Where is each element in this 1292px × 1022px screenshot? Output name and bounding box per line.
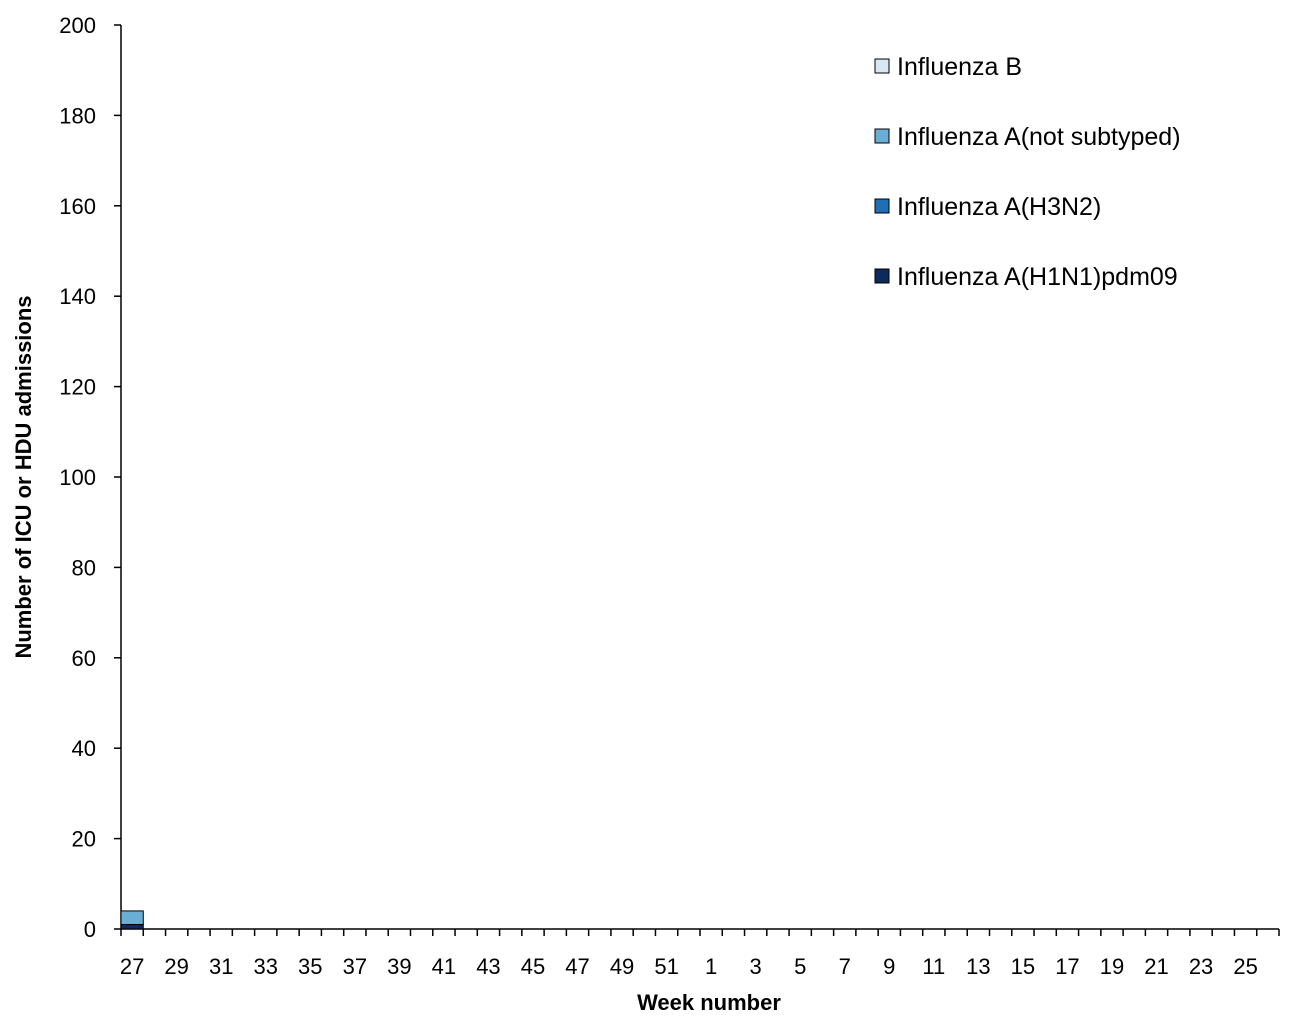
x-axis: 27 29 31 33 35 37 39 41 43 45 47 49 51 1 3 5 7 9 11 13 15 17 1… (120, 928, 1280, 979)
x-tick-label: 43 (476, 954, 500, 979)
legend-label: Influenza A(H1N1)pdm09 (897, 263, 1178, 291)
x-tick-label: 49 (610, 954, 634, 979)
y-axis: 0 20 40 60 80 100 120 140 160 180 200 (59, 13, 122, 942)
y-tick-label: 180 (59, 103, 96, 128)
legend-swatch (874, 198, 890, 214)
legend-label: Influenza B (897, 53, 1022, 81)
y-tick-label: 60 (72, 646, 96, 671)
x-tick-label: 13 (966, 954, 990, 979)
y-tick-label: 120 (59, 375, 96, 400)
x-tick-label: 27 (120, 954, 144, 979)
x-tick-label: 51 (654, 954, 678, 979)
x-tick-label: 47 (565, 954, 589, 979)
y-tick-label: 20 (72, 827, 96, 852)
x-tick-label: 11 (922, 954, 945, 979)
y-axis-title: Number of ICU or HDU admissions (11, 295, 36, 658)
x-tick-label: 17 (1055, 954, 1079, 979)
x-tick-label: 21 (1144, 954, 1168, 979)
y-tick-label: 0 (84, 917, 96, 942)
legend-swatch (874, 58, 890, 74)
x-tick-label: 31 (209, 954, 233, 979)
legend: Influenza B Influenza A(not subtyped) Infl… (874, 53, 1181, 291)
bar-segment (120, 923, 144, 930)
x-tick-label: 19 (1100, 954, 1124, 979)
bars (120, 910, 144, 930)
legend-label: Influenza A(H3N2) (897, 193, 1101, 221)
y-tick-label: 40 (72, 736, 96, 761)
y-tick-label: 160 (59, 194, 96, 219)
x-tick-label: 41 (432, 954, 456, 979)
legend-swatch (874, 128, 890, 144)
legend-swatch (874, 268, 890, 284)
y-tick-label: 140 (59, 284, 96, 309)
x-tick-label: 25 (1233, 954, 1257, 979)
x-tick-label: 1 (705, 954, 717, 979)
y-tick-label: 200 (59, 13, 96, 38)
x-tick-label: 35 (298, 954, 322, 979)
y-tick-label: 100 (59, 465, 96, 490)
x-tick-label: 7 (839, 954, 851, 979)
x-axis-title: Week number (637, 990, 781, 1015)
x-tick-label: 9 (883, 954, 895, 979)
x-tick-label: 29 (164, 954, 188, 979)
y-tick-label: 80 (72, 555, 96, 580)
x-tick-label: 37 (343, 954, 367, 979)
bar-segment (120, 910, 144, 925)
x-tick-label: 45 (521, 954, 545, 979)
x-tick-label: 39 (387, 954, 411, 979)
legend-label: Influenza A(not subtyped) (897, 123, 1181, 151)
x-tick-label: 33 (254, 954, 278, 979)
x-tick-label: 5 (794, 954, 806, 979)
x-tick-label: 3 (750, 954, 762, 979)
x-tick-label: 15 (1011, 954, 1035, 979)
x-tick-label: 23 (1189, 954, 1213, 979)
